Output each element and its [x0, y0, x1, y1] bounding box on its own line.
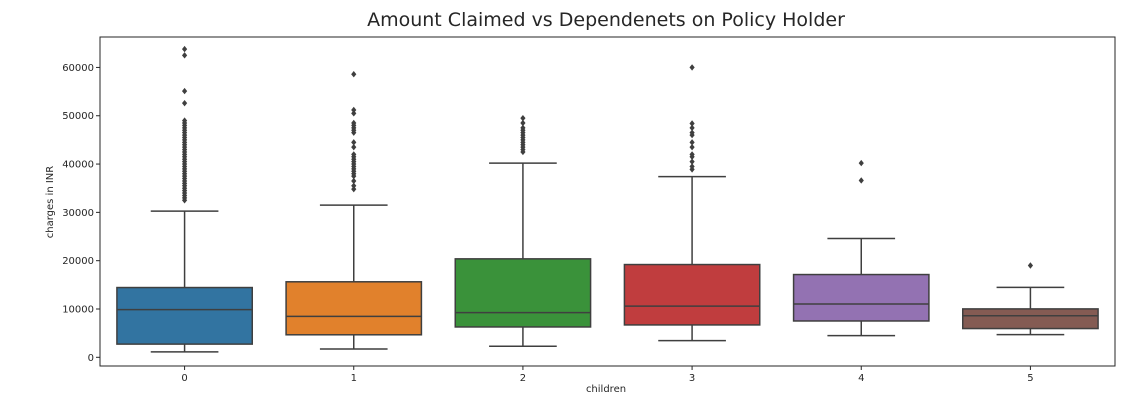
x-tick-label: 2 — [520, 373, 526, 384]
box-category-4 — [792, 273, 930, 322]
outlier-point — [351, 143, 357, 151]
outlier-point — [351, 177, 357, 185]
outlier-point — [351, 106, 357, 114]
outlier-point — [689, 163, 695, 170]
box-category-2 — [454, 258, 592, 328]
outlier-point — [689, 64, 695, 71]
outlier-point — [351, 70, 357, 78]
y-tick-label: 50000 — [62, 111, 94, 122]
y-tick-label: 10000 — [62, 304, 94, 315]
outlier-point — [351, 182, 357, 189]
outlier-point — [689, 124, 695, 132]
outlier-point — [181, 45, 188, 53]
plot-area: 0 10000 20000 30000 40000 50000 60000 0 1 2 3 4 5 — [62, 36, 1116, 384]
outlier-point — [181, 99, 188, 107]
outlier-point — [520, 124, 526, 132]
outlier-point — [689, 120, 695, 127]
box-category-3 — [623, 263, 761, 326]
outlier-point — [858, 159, 864, 167]
outlier-point — [1027, 262, 1034, 269]
outlier-point — [689, 151, 695, 158]
outlier-point — [689, 139, 695, 146]
outlier-point — [351, 139, 357, 146]
box-category-5 — [962, 308, 1099, 330]
y-tick-label: 0 — [88, 353, 94, 364]
y-axis-label: charges in INR — [45, 166, 56, 239]
outlier-point — [181, 52, 188, 59]
box-category-0 — [116, 286, 253, 345]
chart-title: Amount Claimed vs Dependenets on Policy … — [367, 9, 845, 31]
y-tick-label: 20000 — [62, 256, 94, 267]
x-tick-label: 3 — [689, 373, 695, 384]
outlier-point — [689, 129, 695, 136]
outlier-point — [351, 110, 357, 117]
plot-frame — [99, 36, 1116, 367]
x-axis-label: children — [586, 384, 626, 395]
outlier-point — [520, 119, 526, 127]
outlier-point — [181, 87, 188, 95]
x-tick-label: 1 — [351, 373, 357, 384]
outlier-point — [351, 119, 357, 127]
x-tick-label: 4 — [858, 373, 864, 384]
outlier-point — [351, 151, 357, 158]
outlier-point — [181, 117, 188, 124]
outlier-point — [689, 143, 695, 151]
outlier-point — [858, 177, 864, 184]
x-tick-label: 0 — [181, 373, 187, 384]
y-tick-label: 40000 — [62, 160, 94, 171]
outlier-point — [689, 158, 695, 165]
box-category-1 — [285, 281, 423, 336]
outlier-point — [351, 185, 357, 193]
outlier-point — [520, 114, 526, 122]
y-tick-label: 60000 — [62, 63, 94, 74]
x-tick-label: 5 — [1027, 373, 1033, 384]
y-tick-label: 30000 — [62, 208, 94, 219]
